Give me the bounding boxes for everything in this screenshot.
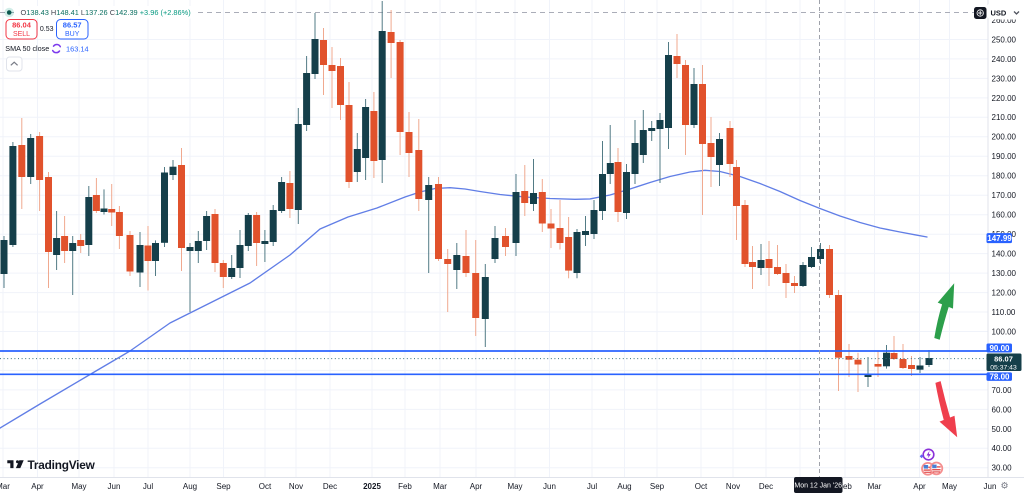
svg-text:Jun: Jun: [108, 482, 121, 491]
svg-text:260.00: 260.00: [992, 16, 1017, 25]
svg-text:130.00: 130.00: [992, 269, 1017, 278]
svg-text:05:37:43: 05:37:43: [990, 364, 1017, 371]
svg-text:SELL: SELL: [13, 31, 30, 38]
svg-text:Mar: Mar: [868, 482, 882, 491]
svg-text:Dec: Dec: [759, 482, 773, 491]
svg-text:SMA 50 close: SMA 50 close: [5, 44, 49, 53]
svg-text:78.00: 78.00: [989, 372, 1010, 381]
svg-text:86.07: 86.07: [994, 355, 1013, 364]
svg-text:210.00: 210.00: [992, 113, 1017, 122]
svg-text:70.00: 70.00: [992, 386, 1013, 395]
svg-text:220.00: 220.00: [992, 94, 1017, 103]
svg-text:40.00: 40.00: [992, 444, 1013, 453]
svg-text:240.00: 240.00: [992, 55, 1017, 64]
svg-text:Jun: Jun: [984, 482, 997, 491]
svg-text:163.14: 163.14: [66, 44, 89, 53]
svg-text:Dec: Dec: [323, 482, 337, 491]
svg-text:160.00: 160.00: [992, 211, 1017, 220]
svg-text:110.00: 110.00: [992, 308, 1016, 317]
svg-text:50.00: 50.00: [992, 425, 1013, 434]
svg-text:0.53: 0.53: [40, 26, 54, 33]
svg-text:Aug: Aug: [617, 482, 631, 491]
svg-text:BUY: BUY: [65, 31, 80, 38]
svg-text:Nov: Nov: [289, 482, 303, 491]
svg-text:230.00: 230.00: [992, 74, 1017, 83]
svg-text:30.00: 30.00: [992, 464, 1013, 473]
svg-text:⚙: ⚙: [1000, 481, 1008, 491]
svg-text:Jul: Jul: [143, 482, 153, 491]
svg-text:O138.43 H148.41 L137.26 C142.3: O138.43 H148.41 L137.26 C142.39 +3.96 (+…: [21, 8, 191, 17]
svg-text:Sep: Sep: [650, 482, 665, 491]
svg-text:86.57: 86.57: [63, 21, 82, 30]
svg-text:60.00: 60.00: [992, 405, 1013, 414]
svg-text:May: May: [507, 482, 522, 491]
svg-text:Feb: Feb: [838, 482, 852, 491]
svg-text:180.00: 180.00: [992, 172, 1017, 181]
svg-text:100.00: 100.00: [992, 327, 1017, 336]
svg-text:200.00: 200.00: [992, 133, 1017, 142]
svg-text:Apr: Apr: [31, 482, 44, 491]
svg-text:Mon 12 Jan '26: Mon 12 Jan '26: [794, 483, 842, 490]
svg-text:May: May: [71, 482, 86, 491]
svg-text:Jul: Jul: [587, 482, 597, 491]
svg-text:250.00: 250.00: [992, 35, 1017, 44]
svg-text:Nov: Nov: [726, 482, 740, 491]
svg-text:190.00: 190.00: [992, 152, 1017, 161]
svg-text:Mar: Mar: [0, 482, 10, 491]
svg-text:90.00: 90.00: [989, 344, 1010, 353]
svg-text:2025: 2025: [363, 482, 381, 491]
svg-text:TradingView: TradingView: [28, 458, 96, 472]
svg-text:Mar: Mar: [433, 482, 447, 491]
svg-text:Sep: Sep: [216, 482, 231, 491]
svg-text:Feb: Feb: [398, 482, 412, 491]
svg-text:Apr: Apr: [913, 482, 926, 491]
svg-text:147.99: 147.99: [987, 234, 1012, 243]
svg-text:May: May: [942, 482, 957, 491]
svg-text:Jun: Jun: [543, 482, 556, 491]
svg-text:Aug: Aug: [183, 482, 197, 491]
svg-text:86.04: 86.04: [12, 21, 32, 30]
svg-text:120.00: 120.00: [992, 289, 1017, 298]
svg-text:USD: USD: [991, 8, 1007, 17]
svg-text:Apr: Apr: [470, 482, 483, 491]
svg-text:Oct: Oct: [259, 482, 272, 491]
svg-text:140.00: 140.00: [992, 250, 1017, 259]
svg-text:Oct: Oct: [695, 482, 708, 491]
svg-text:170.00: 170.00: [992, 191, 1017, 200]
